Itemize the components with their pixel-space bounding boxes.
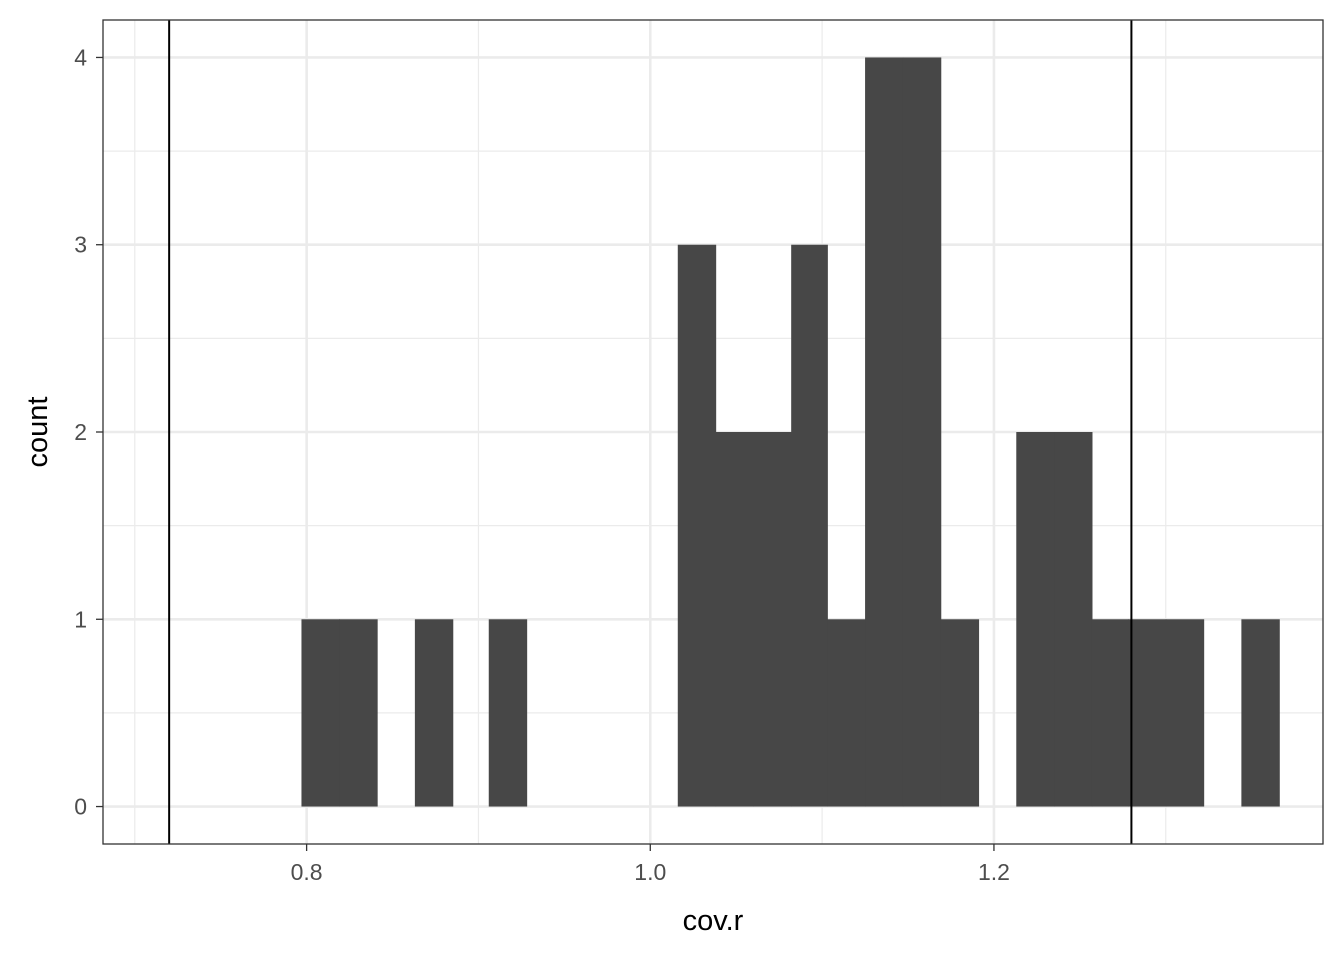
y-axis: 0 1 2 3 4: [74, 44, 103, 820]
y-tick-label: 2: [74, 419, 87, 445]
histogram-bar-15: [1127, 619, 1167, 807]
histogram-bar-11: [940, 619, 980, 807]
histogram-bar-17: [1241, 619, 1280, 807]
x-tick-label: 0.8: [291, 859, 323, 885]
histogram-bar-3: [488, 619, 528, 807]
histogram-bars: [301, 57, 1280, 807]
histogram-bar-13: [1054, 432, 1093, 807]
reference-lines: [168, 20, 1133, 844]
histogram-bar-6: [753, 432, 792, 807]
histogram-bar-4: [677, 244, 717, 807]
histogram-bar-16: [1165, 619, 1205, 807]
histogram-bar-5: [715, 432, 754, 807]
x-tick-label: 1.2: [978, 859, 1010, 885]
histogram-bar-10: [902, 57, 942, 807]
x-tick-label: 1.0: [634, 859, 666, 885]
histogram-bar-12: [1016, 432, 1055, 807]
y-axis-title: count: [22, 397, 54, 468]
histogram-bar-7: [791, 244, 828, 807]
histogram-bar-14: [1091, 619, 1129, 807]
y-tick-label: 0: [74, 794, 87, 820]
histogram-bar-2: [414, 619, 454, 807]
y-tick-label: 3: [74, 232, 87, 258]
y-tick-label: 4: [74, 44, 87, 70]
histogram-bar-1: [339, 619, 378, 807]
y-tick-label: 1: [74, 606, 87, 632]
x-axis-title: cov.r: [683, 905, 744, 937]
x-axis: 0.8 1.0 1.2: [291, 844, 1010, 885]
histogram-bar-8: [827, 619, 866, 807]
histogram-bar-9: [865, 57, 904, 807]
histogram-bar-0: [301, 619, 340, 807]
